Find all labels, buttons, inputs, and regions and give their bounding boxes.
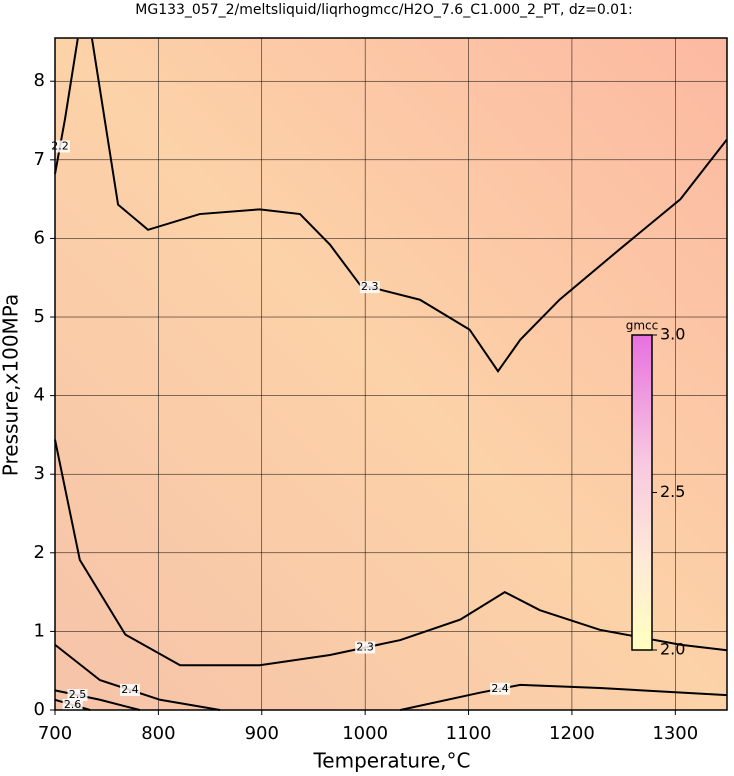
y-tick-label: 8 [34, 70, 45, 91]
contour-line [54, 38, 79, 175]
contour-label: 2.5 [69, 688, 87, 701]
y-tick-label: 2 [34, 542, 45, 563]
contour-label-bg [359, 281, 380, 294]
contour-label: 2.2 [51, 139, 69, 152]
contour-line [400, 683, 728, 711]
plot-frame [54, 37, 728, 711]
y-axis-label: Pressure,x100MPa [0, 294, 23, 476]
x-tick-label: 700 [38, 723, 72, 744]
contour-label-bg [355, 641, 376, 654]
x-tick-label: 900 [245, 723, 279, 744]
x-tick-label: 1300 [652, 723, 698, 744]
x-tick-label: 800 [141, 723, 175, 744]
x-axis-label: Temperature,°C [312, 749, 470, 773]
colorbar [631, 334, 653, 651]
y-tick-label: 1 [34, 620, 45, 641]
contour-label: 2.6 [64, 698, 82, 711]
contour-line [54, 439, 728, 667]
contour-label: 2.4 [121, 683, 139, 696]
colorbar-label: gmcc [626, 319, 659, 333]
contour-label: 2.3 [356, 641, 374, 654]
x-tick-label: 1200 [549, 723, 595, 744]
contour-label-bg [490, 682, 511, 695]
chart-title: MG133_057_2/meltsliquid/liqrhogmcc/H2O_7… [135, 2, 632, 18]
x-tick-label: 1000 [342, 723, 388, 744]
contour-label-bg [62, 698, 83, 711]
plot-background [55, 38, 727, 710]
contour-label: 2.4 [491, 682, 509, 695]
y-tick-label: 5 [34, 306, 45, 327]
y-tick-label: 6 [34, 227, 45, 248]
contour-label-bg [67, 689, 88, 702]
contour-label-bg [120, 683, 141, 696]
y-tick-label: 0 [34, 699, 45, 720]
colorbar-tick-label: 2.5 [660, 482, 685, 501]
contour-label: 2.3 [361, 280, 379, 293]
colorbar-tick-label: 3.0 [660, 325, 685, 344]
y-tick-label: 4 [34, 385, 45, 406]
y-tick-label: 7 [34, 149, 45, 170]
colorbar-tick-label: 2.0 [660, 640, 685, 659]
y-tick-label: 3 [34, 463, 45, 484]
x-tick-label: 1100 [446, 723, 492, 744]
